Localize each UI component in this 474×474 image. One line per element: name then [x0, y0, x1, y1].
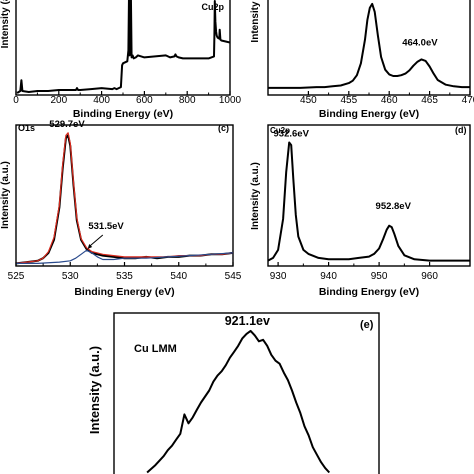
series-line-1: [16, 0, 230, 94]
peak-annotation: 921.1ev: [225, 314, 270, 328]
annotation-arrow: [88, 234, 104, 248]
x-tick-label: 0: [13, 95, 19, 106]
x-tick-label: 535: [116, 271, 133, 282]
x-tick-label: 600: [136, 95, 153, 106]
x-axis-label: Binding Energy (eV): [74, 286, 174, 298]
y-axis-label: Intensity: [250, 1, 261, 43]
x-tick-label: 545: [225, 271, 242, 282]
x-axis-label: Binding Energy (eV): [319, 108, 419, 120]
panel-2: 450 455 460 465 470 Binding Energy (eV) Intens…: [250, 0, 474, 120]
series-line-1: [268, 141, 470, 262]
x-tick-label: 200: [50, 95, 67, 106]
x-tick-label: 940: [320, 271, 337, 282]
series-line-1: [268, 2, 470, 89]
x-tick-label: 1000: [219, 95, 242, 106]
x-tick-label: 950: [371, 271, 388, 282]
panel-label: (c): [218, 123, 229, 133]
x-tick-label: 930: [270, 271, 287, 282]
peak-annotation: 531.5eV: [88, 221, 124, 232]
y-axis-label: Intensity (a.u.): [0, 161, 11, 229]
x-tick-label: 455: [340, 95, 357, 106]
series-line-2: [16, 132, 233, 264]
peak-annotation: 952.8eV: [376, 201, 412, 212]
plot-frame: [113, 312, 380, 474]
x-tick-label: 450: [300, 95, 317, 106]
plot-frame: [267, 124, 471, 267]
x-axis-label: Binding Energy (eV): [319, 286, 419, 298]
x-tick-label: 460: [381, 95, 398, 106]
plot-frame: [15, 0, 231, 96]
x-axis-label: Binding Energy (eV): [73, 108, 173, 120]
y-axis-label: Intensity (a.u.): [87, 346, 102, 434]
x-tick-label: 525: [8, 271, 25, 282]
panel-label: (d): [455, 125, 467, 135]
y-axis-label: Intensity (a: [0, 0, 11, 48]
annotation-arrowhead: [87, 244, 93, 249]
x-tick-label: 530: [62, 271, 79, 282]
series-line-3: [16, 249, 233, 264]
x-tick-label: 800: [179, 95, 196, 106]
y-axis-label: Intensity (a.u.): [250, 162, 261, 230]
peak-annotation: 464.0eV: [402, 37, 438, 48]
peak-annotation: 932.6eV: [274, 128, 310, 139]
x-tick-label: 540: [170, 271, 187, 282]
panel-title: Cu2p: [270, 126, 290, 135]
series-line-1: [16, 134, 233, 265]
x-tick-label: 465: [421, 95, 438, 106]
x-tick-label: 960: [421, 271, 438, 282]
peak-annotation: Cu2p: [202, 2, 225, 12]
x-tick-label: 470: [462, 95, 474, 106]
x-tick-label: 400: [93, 95, 110, 106]
series-line-1: [146, 329, 331, 474]
panel-label: (e): [360, 319, 374, 331]
panel-3: 525 530 535 540 545 Binding Energy (eV) Intens…: [0, 119, 242, 298]
panel-5: Intensity (a.u.) Cu LMM (e) 921.1ev: [87, 312, 380, 474]
panel-1: 0 200 400 600 800 1000 Binding Energy (eV) Inte…: [0, 0, 242, 120]
peak-annotation: 529.7eV: [49, 119, 85, 130]
panel-title: O1s: [18, 123, 35, 133]
panel-title: Cu LMM: [134, 343, 177, 355]
plot-frame: [15, 124, 234, 267]
